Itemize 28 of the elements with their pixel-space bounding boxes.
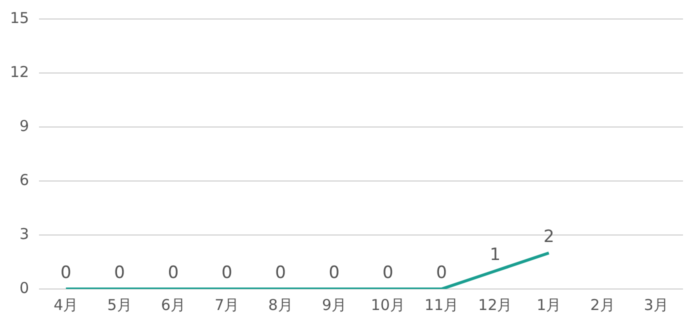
data-label: 0 bbox=[382, 262, 394, 283]
x-tick-label: 4月 bbox=[54, 296, 78, 314]
y-tick-label: 15 bbox=[10, 8, 30, 27]
x-tick-label: 11月 bbox=[424, 296, 459, 314]
x-tick-label: 10月 bbox=[370, 296, 405, 314]
x-tick-label: 1月 bbox=[536, 296, 562, 314]
data-label: 0 bbox=[275, 262, 286, 283]
data-label: 1 bbox=[490, 244, 501, 265]
data-label: 0 bbox=[114, 262, 125, 283]
data-label: 0 bbox=[168, 262, 179, 283]
x-tick-label: 7月 bbox=[214, 296, 240, 314]
x-tick-label: 6月 bbox=[160, 296, 186, 314]
data-label: 2 bbox=[543, 226, 554, 247]
y-tick-label: 3 bbox=[20, 224, 30, 243]
y-tick-label: 0 bbox=[20, 278, 30, 297]
y-tick-label: 6 bbox=[20, 170, 30, 189]
data-label: 0 bbox=[60, 262, 72, 283]
x-tick-label: 8月 bbox=[268, 296, 293, 314]
x-tick-label: 9月 bbox=[322, 296, 346, 314]
data-label: 0 bbox=[436, 262, 447, 283]
x-tick-label: 2月 bbox=[590, 296, 615, 314]
y-tick-label: 9 bbox=[20, 116, 30, 135]
x-tick-label: 3月 bbox=[644, 296, 668, 314]
data-label: 0 bbox=[221, 262, 232, 283]
data-label: 0 bbox=[328, 262, 340, 283]
x-tick-label: 5月 bbox=[107, 296, 132, 314]
y-tick-label: 12 bbox=[10, 62, 30, 81]
x-tick-label: 12月 bbox=[478, 296, 512, 314]
